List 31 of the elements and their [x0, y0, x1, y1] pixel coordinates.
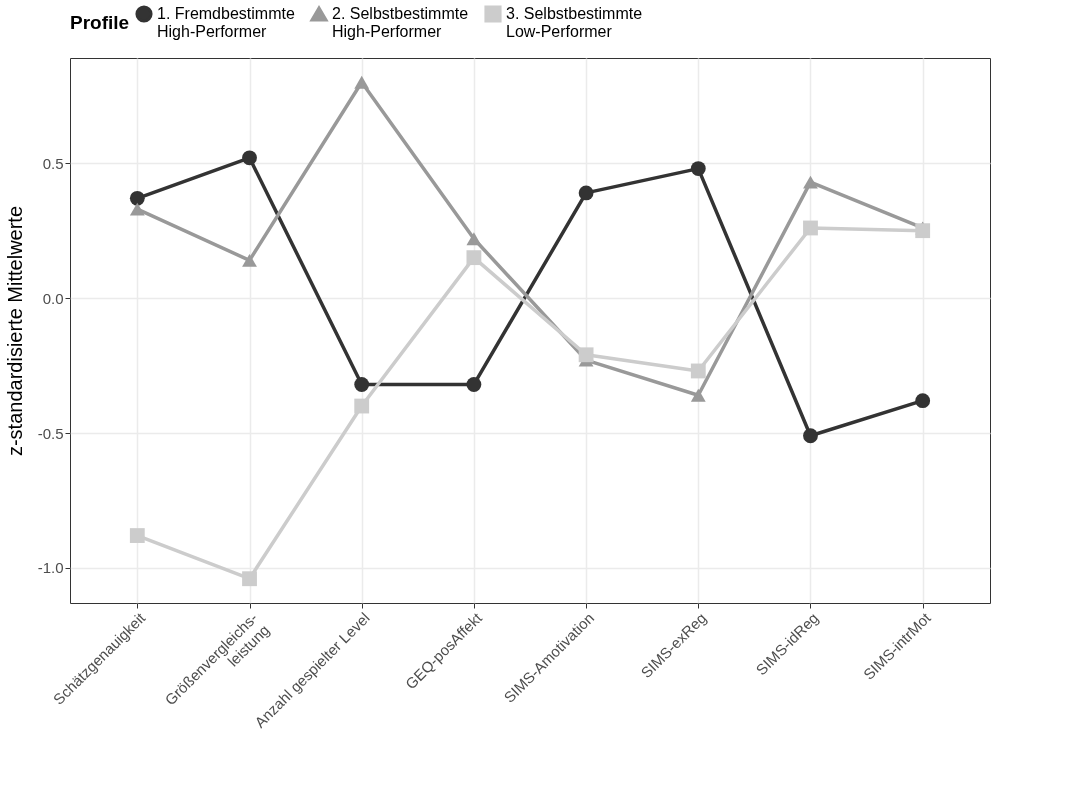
point — [690, 363, 706, 379]
point — [915, 393, 931, 409]
legend-label: 2. Selbstbestimmte High-Performer — [332, 5, 469, 40]
point — [129, 202, 145, 216]
point — [354, 398, 370, 414]
point — [803, 175, 818, 189]
point — [803, 428, 818, 444]
point — [690, 161, 706, 177]
point — [242, 253, 257, 267]
point — [242, 150, 257, 166]
point — [466, 377, 482, 392]
legend-label: 3. Selbstbestimmte Low-Performer — [506, 5, 643, 40]
point — [129, 528, 145, 543]
point — [354, 377, 370, 392]
y-tick-label: 0.5 — [42, 154, 64, 172]
point — [915, 223, 931, 239]
point — [803, 220, 818, 236]
y-axis-title: z-standardisierte Mittelwerte — [3, 205, 26, 457]
legend-label: 1. Fremdbestimmte High-Performer — [157, 5, 295, 40]
point — [578, 185, 594, 201]
legend-title: Profile — [70, 12, 130, 33]
point — [466, 232, 482, 246]
y-tick-label: -1.0 — [37, 559, 64, 577]
y-tick-label: -0.5 — [37, 424, 64, 442]
y-tick-label: 0.0 — [42, 289, 64, 307]
point — [578, 347, 594, 363]
point — [129, 190, 145, 206]
point — [242, 571, 257, 587]
point — [690, 388, 706, 402]
point — [466, 250, 482, 266]
point — [354, 75, 370, 89]
